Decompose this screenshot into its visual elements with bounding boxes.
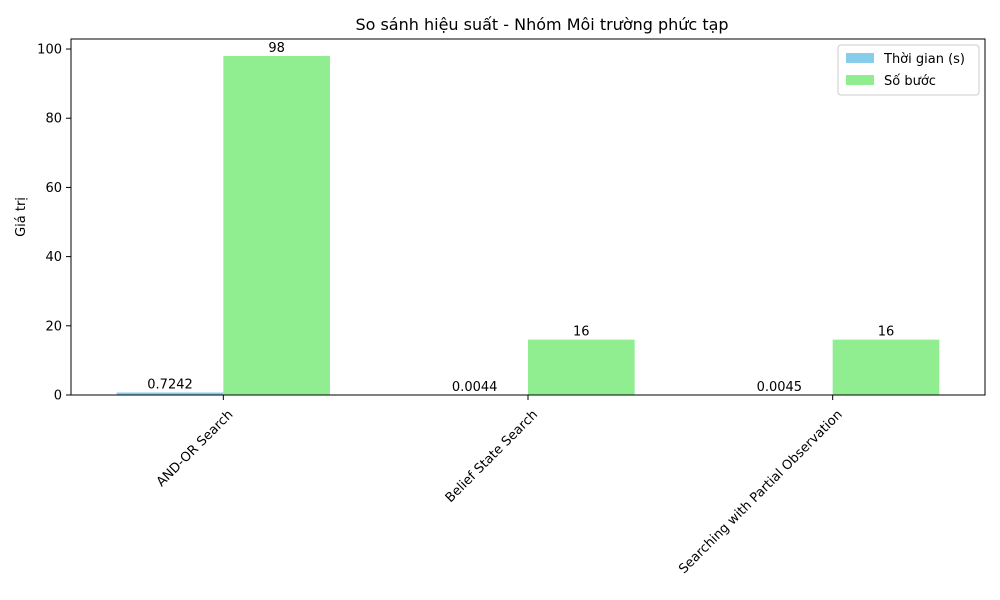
bars-group [116, 55, 940, 395]
bar-value-label: 16 [573, 325, 590, 340]
y-tick-label: 80 [45, 112, 62, 127]
y-tick-label: 0 [54, 389, 62, 404]
legend-swatch [846, 53, 874, 63]
y-tick-label: 20 [45, 319, 62, 334]
bar-value-label: 0.0044 [452, 380, 498, 395]
bar-value-label: 98 [268, 41, 285, 56]
bar-th-i-gian-s-and-or-search [116, 392, 224, 395]
x-tick-label: AND-OR Search [154, 407, 237, 490]
bar-value-label: 0.0045 [757, 380, 803, 395]
x-tick-label: Searching with Partial Observation [676, 407, 846, 577]
y-tick-label: 100 [37, 43, 62, 58]
x-axis-ticks: AND-OR Search Belief State Search Searchin… [154, 395, 846, 577]
bar-s-b-c-and-or-search [223, 55, 330, 395]
bar-value-label: 0.7242 [147, 377, 193, 392]
legend: Thời gian (s) Số bước [837, 44, 980, 96]
legend-label: Số bước [884, 74, 936, 89]
bar-labels-group: 0.7242 0.0044 0.0045 98 16 16 [147, 41, 894, 395]
y-axis-ticks: 0 20 40 60 80 100 [37, 43, 71, 404]
bar-s-b-c-belief-state-search [528, 339, 635, 395]
bar-s-b-c-searching-with-partial-observation [832, 339, 940, 395]
chart-title: So sánh hiệu suất - Nhóm Môi trường phức… [355, 15, 728, 34]
legend-label: Thời gian (s) [883, 52, 965, 67]
y-tick-label: 60 [45, 181, 62, 196]
y-tick-label: 40 [45, 250, 62, 265]
legend-swatch [846, 75, 874, 85]
bar-value-label: 16 [878, 325, 895, 340]
x-tick-label: Belief State Search [443, 407, 541, 505]
y-axis-label: Giá trị [14, 197, 29, 237]
